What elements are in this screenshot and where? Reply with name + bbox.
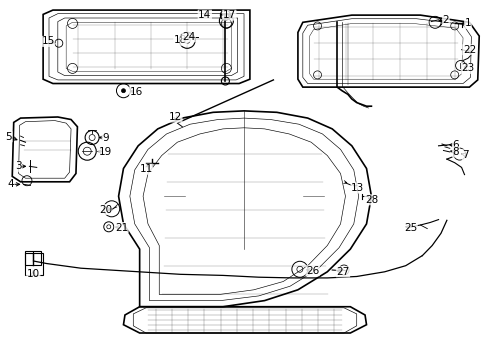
Text: 10: 10 (27, 269, 40, 279)
Text: 23: 23 (461, 63, 475, 73)
Text: 26: 26 (306, 266, 319, 276)
Text: 24: 24 (182, 32, 196, 42)
Text: 20: 20 (99, 204, 112, 215)
Bar (25, 251, 41, 265)
Text: 7: 7 (462, 150, 469, 160)
Text: 13: 13 (351, 183, 365, 193)
Text: 4: 4 (7, 179, 14, 189)
Text: 21: 21 (115, 222, 128, 233)
Text: 1: 1 (465, 18, 471, 28)
Text: 6: 6 (452, 140, 459, 150)
Text: 12: 12 (169, 112, 182, 122)
Text: 14: 14 (198, 10, 212, 20)
Text: 3: 3 (15, 161, 22, 171)
Text: 9: 9 (102, 132, 109, 143)
Text: 16: 16 (129, 87, 143, 97)
Text: 28: 28 (365, 195, 378, 205)
Text: 22: 22 (463, 45, 476, 55)
Text: 25: 25 (404, 222, 417, 233)
Bar (25, 253, 44, 275)
Text: 19: 19 (98, 147, 112, 157)
Text: 15: 15 (41, 36, 55, 46)
Text: 11: 11 (139, 164, 153, 174)
Text: 18: 18 (173, 35, 187, 45)
Text: 27: 27 (336, 267, 350, 277)
Text: 2: 2 (442, 15, 449, 25)
Text: 17: 17 (222, 10, 236, 20)
Circle shape (122, 89, 125, 93)
Text: 8: 8 (452, 147, 459, 157)
Text: 5: 5 (5, 132, 12, 142)
